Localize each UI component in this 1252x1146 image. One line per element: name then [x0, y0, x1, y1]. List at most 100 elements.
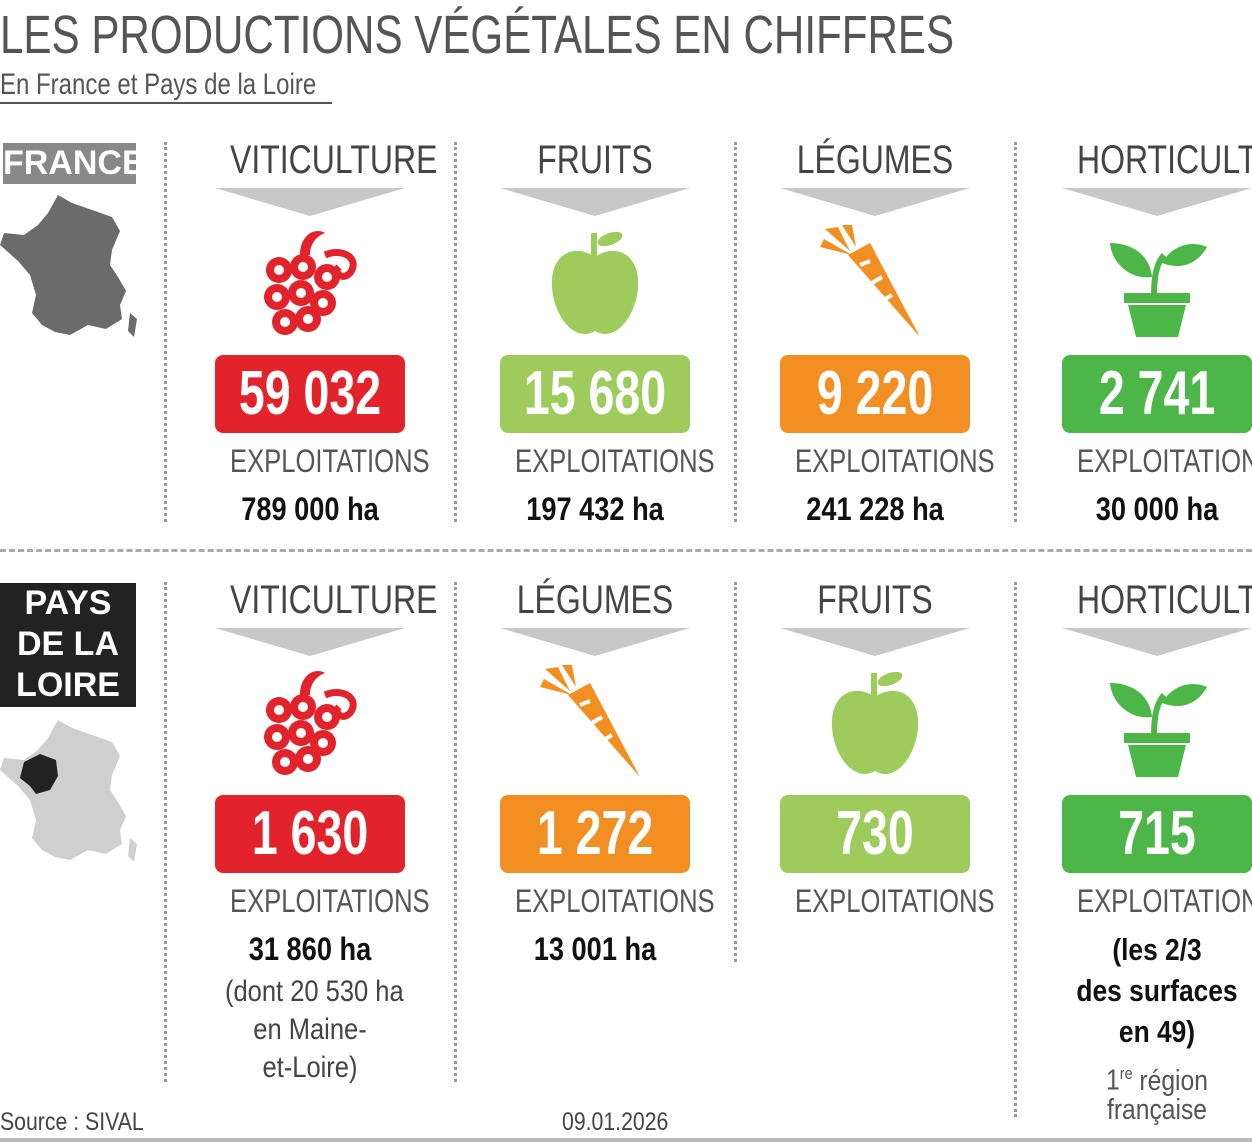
divider: [1014, 582, 1017, 1117]
label-line: LOIRE: [16, 666, 120, 704]
note: et-Loire): [210, 1049, 410, 1087]
count: 715: [1118, 799, 1196, 868]
icon: [210, 225, 410, 340]
unit-text: EXPLOITATIONS: [795, 443, 995, 479]
label-line: DE LA: [17, 625, 119, 663]
category-text: LÉGUMES: [796, 138, 954, 182]
source: Source : SIVAL: [0, 1108, 144, 1136]
count-box: 59 032: [215, 355, 405, 433]
divider: [454, 582, 457, 1082]
icon: [1057, 665, 1252, 780]
note-text: (dont 20 530 ha: [225, 975, 404, 1008]
icon: [210, 665, 410, 780]
category: LÉGUMES: [495, 578, 695, 622]
section-label: FRANCE: [3, 143, 145, 184]
count-box: 1 630: [215, 795, 405, 873]
category: HORTICULTURE: [1057, 578, 1252, 622]
cell: VITICULTURE 1 630 EXPLOITATIONS 31 860 ha (d…: [210, 570, 438, 1090]
area: 197 432 ha: [495, 490, 695, 528]
note-text: et-Loire): [262, 1051, 358, 1084]
count-box: 1 272: [500, 795, 690, 873]
count: 1 630: [251, 799, 369, 868]
count-box: 2 741: [1062, 355, 1252, 433]
category: FRUITS: [775, 578, 975, 622]
note-text: en 49): [1118, 1014, 1196, 1049]
count-box: 715: [1062, 795, 1252, 873]
unit: EXPLOITATIONS: [775, 883, 995, 919]
icon: [551, 228, 639, 334]
area: 31 860 ha: [210, 930, 410, 968]
cell: LÉGUMES 1 272 EXPLOITATIONS 13 001 ha: [495, 570, 715, 1090]
note: des surfaces: [1057, 971, 1252, 1011]
arrow: [500, 188, 690, 216]
rank: 1re région: [1057, 1055, 1252, 1100]
label-line: FRANCE: [3, 144, 145, 182]
category-text: HORTICULTURE: [1077, 578, 1252, 622]
title: LES PRODUCTIONS VÉGÉTALES EN CHIFFRES: [0, 5, 955, 65]
arrow: [780, 628, 970, 656]
arrow: [780, 188, 970, 216]
icon: [540, 665, 642, 779]
divider: [734, 142, 737, 522]
unit-text: EXPLOITATIONS: [230, 443, 430, 479]
note: en Maine-: [210, 1011, 410, 1049]
category-text: VITICULTURE: [230, 578, 438, 622]
count: 1 272: [536, 799, 654, 868]
category-text: LÉGUMES: [516, 578, 674, 622]
unit-text: EXPLOITATIONS: [515, 883, 715, 919]
unit: EXPLOITATIONS: [1057, 883, 1252, 919]
divider: [1014, 142, 1017, 522]
map-pays-de-la-loire: [0, 720, 137, 862]
unit: EXPLOITATIONS: [210, 883, 430, 919]
count: 15 680: [523, 359, 667, 428]
area-text: 241 228 ha: [806, 491, 944, 527]
unit: EXPLOITATIONS: [1057, 443, 1252, 479]
category-text: HORTICULTURE: [1077, 138, 1252, 182]
arrow: [1062, 188, 1252, 216]
separator: [0, 549, 1252, 552]
divider: [164, 142, 167, 522]
rank-text: région: [1139, 1064, 1208, 1097]
section-label: PAYS DE LA LOIRE: [0, 583, 136, 707]
unit-text: EXPLOITATIONS: [515, 443, 715, 479]
area-text: 13 001 ha: [533, 931, 657, 967]
rank-number: 1: [1106, 1064, 1120, 1097]
arrow: [500, 628, 690, 656]
icon: [1057, 225, 1252, 340]
cell: HORTICULTURE 715 EXPLOITATIONS (les 2/3 des …: [1057, 570, 1252, 1126]
rank-suffix: re: [1119, 1064, 1133, 1083]
arrow: [1062, 628, 1252, 656]
divider: [734, 582, 737, 962]
note: (les 2/3: [1057, 930, 1252, 970]
area: 241 228 ha: [775, 490, 975, 528]
note: en 49): [1057, 1012, 1252, 1052]
unit-text: EXPLOITATIONS: [1077, 883, 1252, 919]
unit: EXPLOITATIONS: [495, 883, 715, 919]
unit: EXPLOITATIONS: [495, 443, 715, 479]
label-line: PAYS: [24, 584, 112, 622]
arrow: [215, 188, 405, 216]
note-text: des surfaces: [1076, 973, 1238, 1008]
note: (dont 20 530 ha: [210, 973, 410, 1011]
category: LÉGUMES: [775, 138, 975, 182]
area-text: 31 860 ha: [248, 931, 372, 967]
category-text: FRUITS: [817, 578, 933, 622]
unit-text: EXPLOITATIONS: [795, 883, 995, 919]
category: FRUITS: [495, 138, 695, 182]
arrow: [215, 628, 405, 656]
unit-text: EXPLOITATIONS: [230, 883, 430, 919]
category: VITICULTURE: [210, 138, 438, 182]
area: 30 000 ha: [1057, 490, 1252, 528]
cell: FRUITS 15 680 EXPLOITATIONS 197 432 ha: [495, 130, 715, 650]
area-text: 789 000 ha: [241, 491, 379, 527]
count: 9 220: [816, 359, 934, 428]
note-text: (les 2/3: [1112, 932, 1202, 967]
cell: FRUITS 730 EXPLOITATIONS: [775, 570, 995, 1090]
unit: EXPLOITATIONS: [775, 443, 995, 479]
area-text: 197 432 ha: [526, 491, 664, 527]
count: 730: [836, 799, 914, 868]
area: 13 001 ha: [495, 930, 695, 968]
category-text: VITICULTURE: [230, 138, 438, 182]
count-box: 15 680: [500, 355, 690, 433]
